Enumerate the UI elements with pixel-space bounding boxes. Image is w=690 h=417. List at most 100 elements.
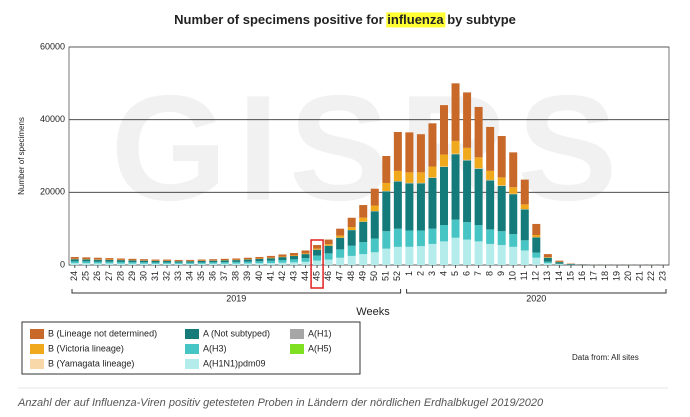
bar-segment (255, 257, 264, 259)
year-label: 2019 (226, 293, 246, 303)
bar-segment (497, 177, 506, 186)
y-tick-label: 60000 (40, 41, 65, 51)
bar-segment (290, 253, 298, 256)
bar-segment (509, 234, 518, 247)
bar-segment (509, 187, 518, 194)
legend-swatch (30, 329, 44, 339)
bar-segment (151, 263, 160, 265)
highlight-box (310, 239, 324, 289)
x-tick-label: 26 (92, 271, 102, 281)
x-tick-label: 33 (173, 271, 183, 281)
bar-segment (451, 83, 460, 141)
bar-segment (440, 154, 448, 167)
bar-segment (324, 259, 333, 265)
legend-label: B (Yamagata lineage) (48, 358, 134, 368)
bar-segment (82, 259, 91, 262)
bar-segment (463, 159, 472, 161)
bar-segment (463, 160, 472, 223)
legend-swatch (290, 344, 304, 354)
bar-segment (451, 140, 460, 154)
bar-segment (347, 245, 356, 256)
bar-segment (382, 156, 391, 183)
bar-segment (174, 261, 183, 263)
x-tick-label: 52 (392, 271, 402, 281)
bar-segment (336, 235, 345, 238)
bar-segment (290, 255, 298, 257)
bar-segment (532, 252, 541, 258)
bar-segment (82, 261, 91, 264)
bar-segment (520, 250, 529, 265)
x-tick-label: 16 (577, 271, 587, 281)
bar-segment (266, 260, 275, 264)
bar-segment (370, 238, 379, 253)
x-tick-label: 9 (496, 271, 506, 276)
bar-segment (232, 263, 241, 265)
bar-segment (266, 258, 275, 261)
bar-segment (440, 225, 448, 242)
x-tick-label: 41 (265, 271, 275, 281)
bar-segment (520, 240, 529, 251)
x-tick-label: 11 (519, 271, 529, 280)
bar-segment (428, 166, 437, 178)
bar-segment (497, 185, 506, 232)
x-tick-label: 10 (508, 271, 518, 281)
year-bracket (406, 289, 667, 294)
bar-segment (140, 263, 148, 265)
x-tick-label: 31 (150, 271, 160, 281)
bar-segment (232, 258, 241, 260)
x-tick-label: 12 (531, 271, 541, 281)
legend-label: A(H1) (308, 328, 332, 338)
bar-segment (105, 258, 114, 260)
bar-segment (313, 260, 322, 265)
y-tick-label: 40000 (40, 114, 65, 124)
bar-segment (140, 262, 148, 264)
bar-segment (463, 222, 472, 240)
x-tick-label: 44 (300, 271, 310, 281)
bar-segment (301, 250, 310, 254)
x-tick-label: 25 (81, 271, 91, 281)
year-bracket (71, 289, 402, 294)
bar-segment (440, 166, 448, 226)
bar-segment (301, 258, 310, 262)
bar-segment (70, 261, 79, 264)
x-tick-label: 42 (277, 271, 287, 281)
bar-segment (70, 259, 79, 262)
bar-segment (451, 154, 460, 220)
title-highlight: influenza (387, 12, 444, 27)
bar-segment (428, 243, 437, 265)
title-highlight-bg (386, 12, 446, 28)
bar-segment (220, 263, 229, 265)
bar-segment (186, 263, 195, 265)
bar-segment (290, 259, 298, 263)
x-tick-label: 15 (565, 271, 575, 281)
bar-segment (347, 217, 356, 228)
bar-segment (174, 262, 183, 264)
bar-segment (243, 261, 252, 264)
bar-segment (324, 244, 333, 246)
bar-segment (451, 153, 460, 155)
bar-segment (555, 264, 564, 265)
y-tick-label: 20000 (40, 187, 65, 197)
bar-segment (393, 181, 402, 229)
legend-swatch (30, 359, 44, 369)
bar-segment (243, 263, 252, 265)
bar-segment (255, 261, 264, 264)
x-tick-label: 39 (242, 271, 252, 281)
x-tick-label: 6 (461, 271, 471, 276)
legend-label: A (Not subtyped) (203, 328, 270, 338)
bar-segment (313, 255, 322, 261)
bar-segment (128, 262, 137, 264)
x-tick-label: 21 (635, 271, 645, 281)
bar-segment (405, 230, 414, 247)
bar-segment (220, 262, 229, 264)
bar-segment (416, 230, 425, 247)
bar-segment (543, 257, 552, 258)
title-suffix: by subtype (447, 12, 516, 27)
bar-segment (232, 261, 241, 264)
bar-segment (186, 262, 195, 264)
watermark: GISRS (111, 64, 628, 232)
x-tick-label: 1 (404, 271, 414, 276)
x-tick-label: 20 (623, 271, 633, 281)
bar-segment (70, 257, 79, 259)
bar-segment (474, 225, 483, 242)
